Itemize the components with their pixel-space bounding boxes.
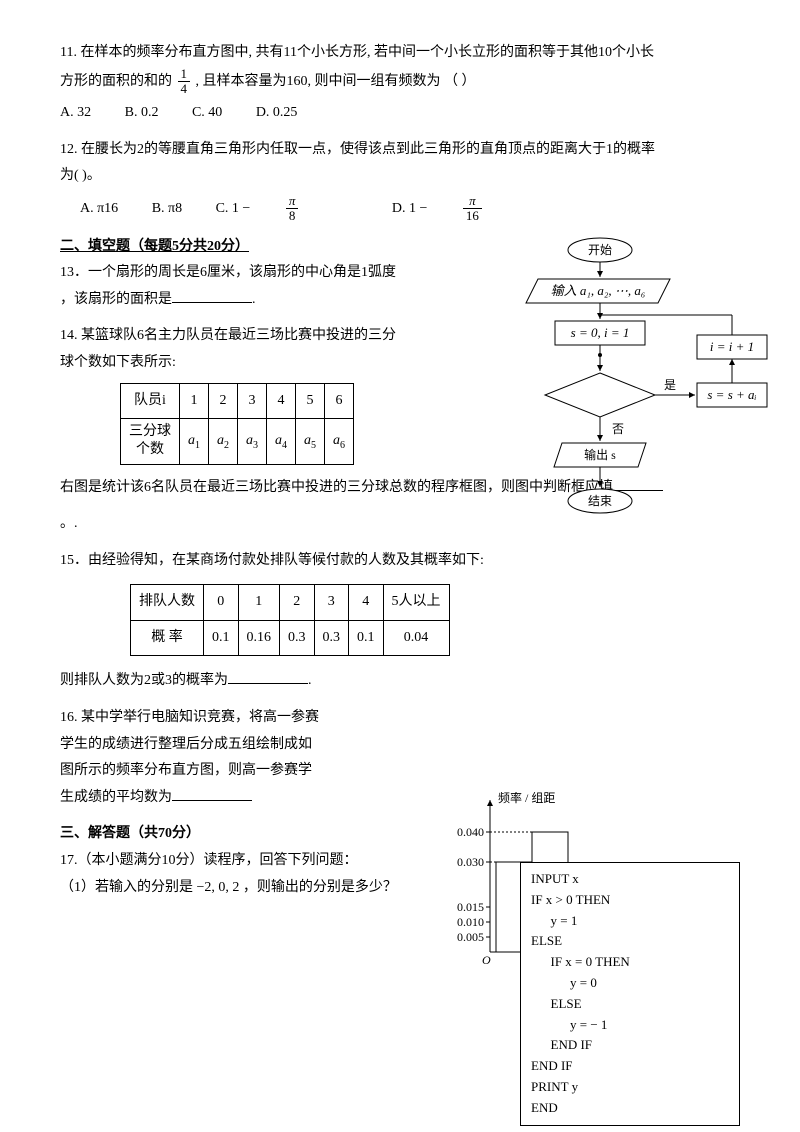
q15: 15．由经验得知，在某商场付款处排队等候付款的人数及其概率如下: 排队人数 0 … <box>60 548 750 695</box>
svg-text:0.015: 0.015 <box>457 900 484 914</box>
q12-opt-c: C. 1 − π8 <box>216 201 362 216</box>
svg-text:0.030: 0.030 <box>457 855 484 869</box>
q14: 14. 某篮球队6名主力队员在最近三场比赛中投进的三分 球个数如下表所示: 队员… <box>60 323 440 464</box>
q13: 13．一个扇形的周长是6厘米，该扇形的中心角是1弧度 ，该扇形的面积是. <box>60 260 440 313</box>
q14-line1: 14. 某篮球队6名主力队员在最近三场比赛中投进的三分 <box>60 323 440 350</box>
svg-text:输入 a₁, a₂, ⋯, a₆: 输入 a₁, a₂, ⋯, a₆ <box>551 283 646 298</box>
svg-text:0.005: 0.005 <box>457 930 484 944</box>
q15-line2: 则排队人数为2或3的概率为. <box>60 668 750 695</box>
q11-opt-d: D. 0.25 <box>256 105 298 120</box>
svg-text:是: 是 <box>664 378 676 392</box>
q12-line1: 12. 在腰长为2的等腰直角三角形内任取一点，使得该点到此三角形的直角顶点的距离… <box>60 137 750 164</box>
q11: 11. 在样本的频率分布直方图中, 共有11个小长方形, 若中间一个小长立形的面… <box>60 40 750 127</box>
q17: 17.（本小题满分10分）读程序，回答下列问题： （1）若输入的分别是 −2, … <box>60 848 440 901</box>
svg-text:开始: 开始 <box>588 243 612 257</box>
q16: 16. 某中学举行电脑知识竞赛，将高一参赛 学生的成绩进行整理后分成五组绘制成如… <box>60 705 440 811</box>
q12-opt-b: B. π8 <box>152 201 182 216</box>
q15-blank[interactable] <box>228 670 308 684</box>
svg-text:s = s + aᵢ: s = s + aᵢ <box>707 387 756 402</box>
svg-text:否: 否 <box>612 422 624 436</box>
svg-text:0.010: 0.010 <box>457 915 484 929</box>
svg-text:O: O <box>482 953 491 967</box>
q14-line2: 球个数如下表所示: <box>60 350 440 377</box>
svg-text:s = 0, i = 1: s = 0, i = 1 <box>571 325 630 340</box>
svg-text:频率 / 组距: 频率 / 组距 <box>498 792 555 805</box>
q12-opt-d: D. 1 − π16 <box>392 201 542 216</box>
q15-line1: 15．由经验得知，在某商场付款处排队等候付款的人数及其概率如下: <box>60 548 750 575</box>
q12-line2: 为( )。 <box>60 163 750 190</box>
svg-text:0.040: 0.040 <box>457 825 484 839</box>
program-code-box: INPUT x IF x > 0 THEN y = 1 ELSE IF x = … <box>520 862 740 1126</box>
q14-table: 队员i 1 2 3 4 5 6 三分球个数 a1 a2 a3 a4 a5 a6 <box>120 383 354 465</box>
svg-text:结束: 结束 <box>588 494 612 508</box>
q11-line2: 方形的面积的和的 1 4 , 且样本容量为160, 则中间一组有频数为 （ ） <box>60 67 750 97</box>
q12: 12. 在腰长为2的等腰直角三角形内任取一点，使得该点到此三角形的直角顶点的距离… <box>60 137 750 224</box>
q11-opt-c: C. 40 <box>192 105 222 120</box>
q11-opt-b: B. 0.2 <box>125 105 159 120</box>
q11-options: A. 32 B. 0.2 C. 40 D. 0.25 <box>60 100 750 127</box>
q11-line1: 11. 在样本的频率分布直方图中, 共有11个小长方形, 若中间一个小长立形的面… <box>60 40 750 67</box>
q13-line2: ，该扇形的面积是. <box>60 287 440 314</box>
fraction-1-4: 1 4 <box>178 67 191 97</box>
q12-options: A. π16 B. π8 C. 1 − π8 D. 1 − π16 <box>80 194 750 224</box>
svg-text:输出 s: 输出 s <box>584 447 616 462</box>
q16-blank[interactable] <box>172 787 252 801</box>
svg-text:i = i + 1: i = i + 1 <box>710 339 754 354</box>
q12-opt-a: A. π16 <box>80 201 118 216</box>
q13-blank[interactable] <box>172 289 252 303</box>
flowchart-diagram: 开始 输入 a₁, a₂, ⋯, a₆ s = 0, i = 1 是 s = s… <box>490 235 770 545</box>
q13-line1: 13．一个扇形的周长是6厘米，该扇形的中心角是1弧度 <box>60 260 440 287</box>
q11-opt-a: A. 32 <box>60 105 91 120</box>
q15-table: 排队人数 0 1 2 3 4 5人以上 概 率 0.1 0.16 0.3 0.3… <box>130 584 450 656</box>
